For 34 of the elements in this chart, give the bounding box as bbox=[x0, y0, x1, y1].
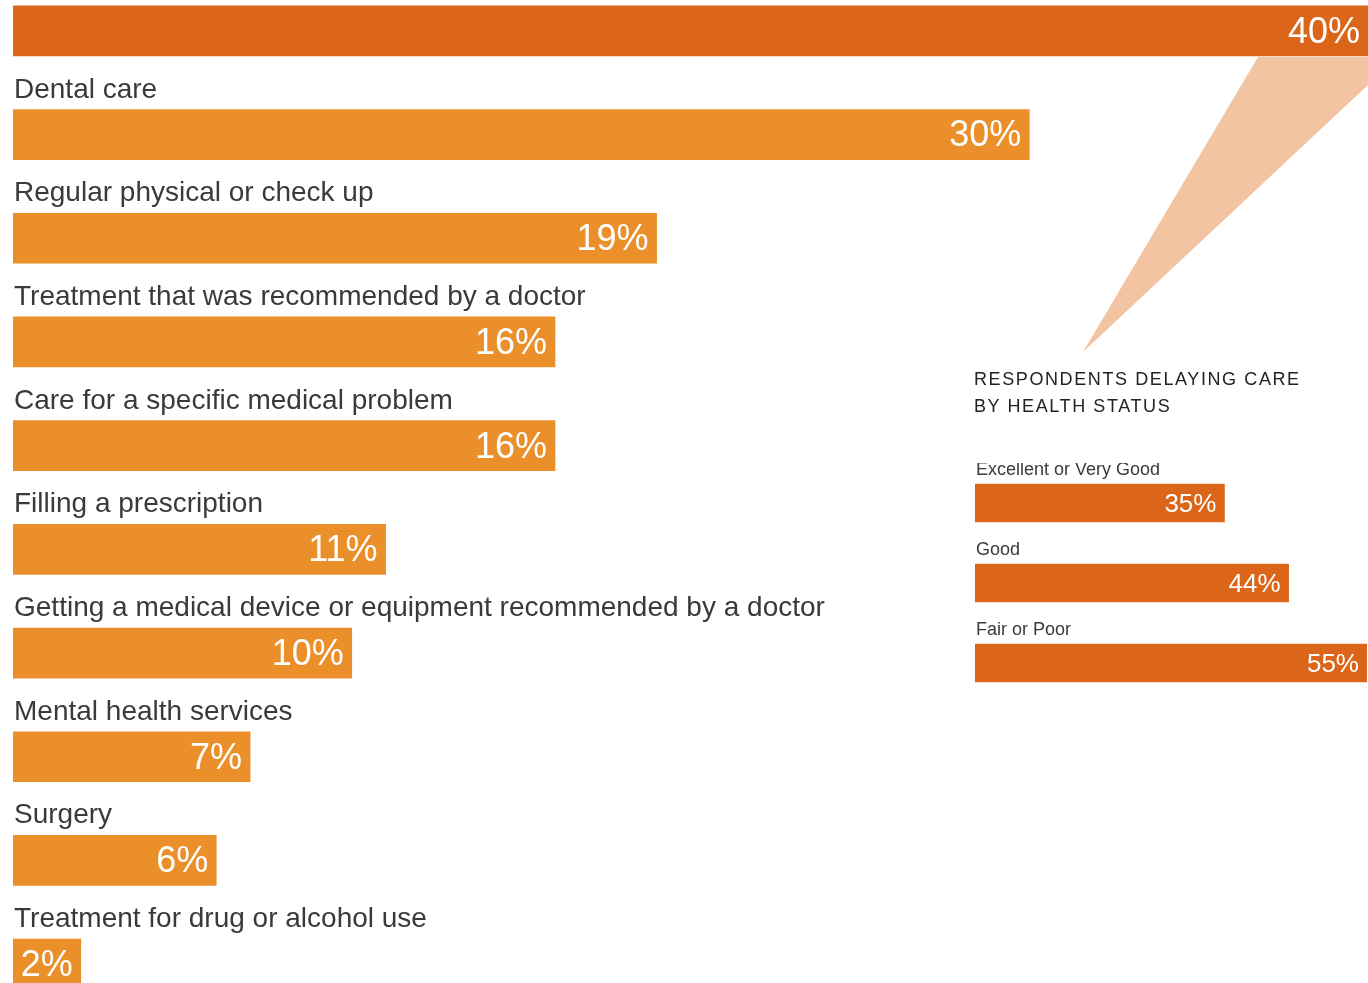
y-tick-label: Fair or Poor bbox=[976, 619, 1072, 639]
bar bbox=[13, 627, 353, 679]
bar bbox=[13, 5, 1368, 57]
data-label: 2% bbox=[20, 943, 73, 983]
data-label: 44% bbox=[1228, 568, 1281, 599]
chart-title: RESPONDENTS DELAYING CARE BY HEALTH STATUS bbox=[974, 368, 1302, 418]
y-tick-label: Regular physical or check up bbox=[14, 176, 374, 208]
y-tick-label: Surgery bbox=[14, 798, 113, 830]
bar bbox=[13, 835, 217, 886]
bar bbox=[13, 316, 556, 368]
y-tick-label: Care for a specific medical problem bbox=[14, 383, 453, 415]
y-tick-label: Treatment that was recommended by a doctor bbox=[14, 279, 586, 311]
bar bbox=[13, 420, 556, 471]
data-label: 6% bbox=[156, 839, 209, 881]
data-label: 19% bbox=[576, 217, 649, 259]
data-label: 10% bbox=[271, 631, 344, 673]
bar bbox=[13, 109, 1030, 160]
data-label: 16% bbox=[474, 424, 547, 466]
data-label: 11% bbox=[308, 528, 378, 570]
data-label: 35% bbox=[1164, 488, 1217, 519]
data-label: 7% bbox=[190, 735, 243, 777]
y-tick-label: Dental care bbox=[14, 72, 158, 104]
y-tick-label: Filling a prescription bbox=[14, 487, 263, 519]
data-label: 16% bbox=[474, 320, 547, 362]
y-tick-label: Treatment for drug or alcohol use bbox=[14, 902, 427, 934]
y-tick-label: Getting a medical device or equipment recommended by a doctor bbox=[14, 591, 825, 623]
bar bbox=[13, 731, 251, 783]
data-label: 55% bbox=[1306, 648, 1359, 679]
bar bbox=[13, 524, 386, 575]
data-label: 30% bbox=[949, 113, 1022, 155]
y-tick-label: Mental health services bbox=[14, 694, 293, 726]
bar bbox=[13, 212, 657, 264]
data-label: 40% bbox=[1287, 9, 1360, 51]
y-tick-label: Good bbox=[976, 539, 1021, 559]
